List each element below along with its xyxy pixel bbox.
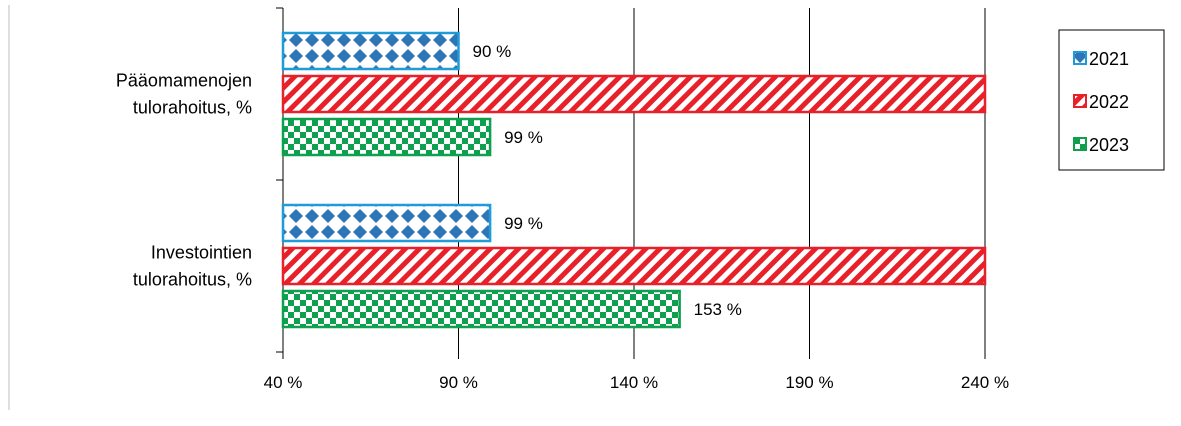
bar-2021-1 (281, 203, 492, 243)
legend: 2021 2022 2023 (1058, 29, 1165, 171)
x-tick-label: 140 % (610, 373, 658, 392)
data-label: 99 % (504, 128, 543, 147)
x-tick-label: 90 % (439, 373, 478, 392)
bar-2023-0 (281, 117, 492, 157)
axes: 40 % 90 % 140 % 190 % 240 % (264, 7, 1009, 392)
category-label: Pääomamenojen (116, 71, 252, 91)
bar-2023-1 (281, 289, 681, 329)
data-label: 99 % (504, 214, 543, 233)
legend-swatch-2022 (1073, 94, 1087, 108)
legend-swatch-2021 (1073, 51, 1087, 65)
x-tick-label: 40 % (264, 373, 303, 392)
x-tick-label: 240 % (961, 373, 1009, 392)
legend-label-2023: 2023 (1089, 135, 1129, 155)
bar-2021-0 (281, 31, 460, 71)
category-label: tulorahoitus, % (133, 98, 252, 118)
legend-label-2022: 2022 (1089, 92, 1129, 112)
legend-swatch-2023 (1073, 137, 1087, 151)
data-label: 90 % (473, 42, 512, 61)
bar-2022-0 (281, 74, 987, 114)
x-tick-label: 190 % (785, 373, 833, 392)
bar-2022-1 (281, 246, 987, 286)
labels: 90 % 99 % Pääomamenojen tulorahoitus, % 99 %… (116, 42, 742, 319)
data-label: 153 % (694, 300, 742, 319)
bars (281, 31, 987, 329)
category-label: Investointien (151, 243, 252, 263)
category-label: tulorahoitus, % (133, 270, 252, 290)
legend-label-2021: 2021 (1089, 49, 1129, 69)
